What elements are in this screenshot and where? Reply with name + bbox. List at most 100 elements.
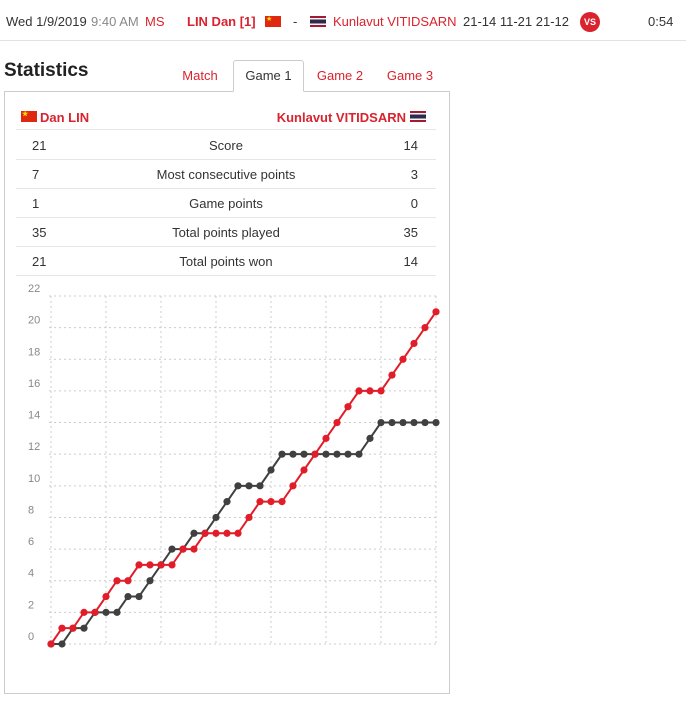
series-2-point — [377, 418, 385, 427]
series-1-point — [69, 624, 77, 632]
series-1-point — [399, 355, 407, 363]
series-1-point — [58, 624, 66, 632]
series-1-point — [366, 387, 374, 395]
series-2-point — [102, 608, 110, 616]
y-tick-label: 0 — [28, 631, 34, 643]
series-2-point — [421, 418, 429, 427]
vs-badge[interactable]: VS — [580, 12, 600, 32]
series-1-point — [190, 545, 198, 553]
series-2-point — [190, 529, 198, 537]
stat-row-points-won: Total points won 21 14 — [16, 246, 436, 276]
series-1-point — [146, 561, 154, 569]
series-1-point — [80, 608, 88, 616]
statistics-heading: Statistics — [4, 60, 89, 81]
series-2-point — [168, 545, 176, 553]
series-2-point — [355, 450, 363, 458]
series-2-point — [256, 482, 264, 490]
match-header: Wed 1/9/2019 9:40 AM MS LIN Dan [1] - Ku… — [0, 0, 686, 41]
y-tick-label: 14 — [28, 410, 40, 422]
match-category: MS — [145, 14, 165, 29]
stat-row-points-played: Total points played 35 35 — [16, 217, 436, 247]
series-1-point — [377, 387, 385, 395]
series-2-point — [124, 592, 132, 601]
match-duration: 0:54 — [648, 14, 674, 29]
series-2-point — [322, 450, 330, 458]
stat-left-value: 21 — [32, 254, 47, 269]
series-2-point — [80, 624, 88, 632]
china-flag-icon — [265, 14, 281, 27]
series-2-point — [366, 434, 374, 442]
tab-game-3[interactable]: Game 3 — [386, 68, 434, 83]
player2-name[interactable]: Kunlavut VITIDSARN — [333, 14, 457, 29]
y-tick-label: 18 — [28, 346, 40, 358]
y-tick-label: 16 — [28, 378, 40, 390]
y-tick-label: 2 — [28, 599, 34, 611]
series-2-point — [113, 608, 121, 616]
match-date: Wed 1/9/2019 — [6, 14, 87, 29]
series-2-point — [223, 498, 231, 506]
series-1-point — [201, 529, 209, 537]
y-tick-label: 22 — [28, 283, 40, 295]
series-2-point — [388, 418, 396, 427]
stat-row-score: Score 21 14 — [16, 130, 436, 160]
series-1-point — [212, 529, 220, 537]
series-1-point — [168, 561, 176, 569]
stat-right-value: 35 — [403, 225, 418, 240]
stat-left-value: 7 — [32, 167, 40, 182]
series-2-point — [399, 418, 407, 427]
series-2-point — [58, 640, 66, 648]
series-1-point — [179, 545, 187, 553]
series-2-point — [333, 450, 341, 458]
series-2-point — [432, 418, 440, 427]
series-1-point — [256, 498, 264, 506]
match-time: 9:40 AM — [91, 14, 139, 29]
series-1-point — [410, 339, 418, 348]
stat-row-game-points: Game points 1 0 — [16, 188, 436, 218]
stat-right-value: 14 — [403, 138, 418, 153]
series-2-point — [146, 577, 154, 585]
series-1-point — [223, 529, 231, 537]
tab-game-1[interactable]: Game 1 — [233, 60, 304, 92]
series-2-point — [245, 482, 253, 490]
thailand-flag-icon — [410, 111, 426, 122]
stat-right-value: 3 — [410, 167, 418, 182]
series-1-point — [344, 403, 352, 411]
series-1-point — [47, 640, 55, 648]
tab-game-2[interactable]: Game 2 — [316, 68, 364, 83]
series-1-point — [91, 608, 99, 616]
series-2-point — [212, 513, 220, 522]
series-1-point — [278, 498, 286, 506]
series-1-point — [421, 324, 429, 332]
y-tick-label: 12 — [28, 441, 40, 453]
series-1-point — [267, 498, 275, 506]
series-1-point — [135, 561, 143, 569]
player1-name[interactable]: LIN Dan [1] — [187, 14, 256, 29]
series-1-point — [245, 513, 253, 522]
china-flag-icon — [21, 109, 37, 122]
series-2-point — [300, 450, 308, 458]
series-1-point — [333, 418, 341, 427]
series-1-point — [124, 577, 132, 585]
series-1-point — [234, 529, 242, 537]
stat-label: Total points played — [172, 225, 280, 240]
series-1-point — [289, 482, 297, 490]
series-1-point — [300, 466, 308, 474]
y-tick-label: 10 — [28, 473, 40, 485]
tab-match[interactable]: Match — [182, 68, 218, 83]
thailand-flag-icon — [310, 16, 326, 27]
stat-row-consecutive: Most consecutive points 7 3 — [16, 159, 436, 189]
y-tick-label: 20 — [28, 315, 40, 327]
series-1-line — [50, 311, 437, 645]
y-tick-label: 6 — [28, 536, 34, 548]
left-player-name: Dan LIN — [40, 110, 90, 125]
players-separator: - — [293, 14, 298, 29]
stat-label: Game points — [189, 196, 263, 211]
stat-label: Total points won — [179, 254, 273, 269]
stat-label: Score — [209, 138, 243, 153]
stat-left-value: 1 — [32, 196, 40, 211]
stat-left-value: 35 — [32, 225, 47, 240]
y-tick-label: 8 — [28, 504, 34, 516]
series-1-point — [113, 577, 121, 585]
match-scores: 21-14 11-21 21-12 — [463, 14, 570, 29]
series-2-point — [135, 592, 143, 601]
